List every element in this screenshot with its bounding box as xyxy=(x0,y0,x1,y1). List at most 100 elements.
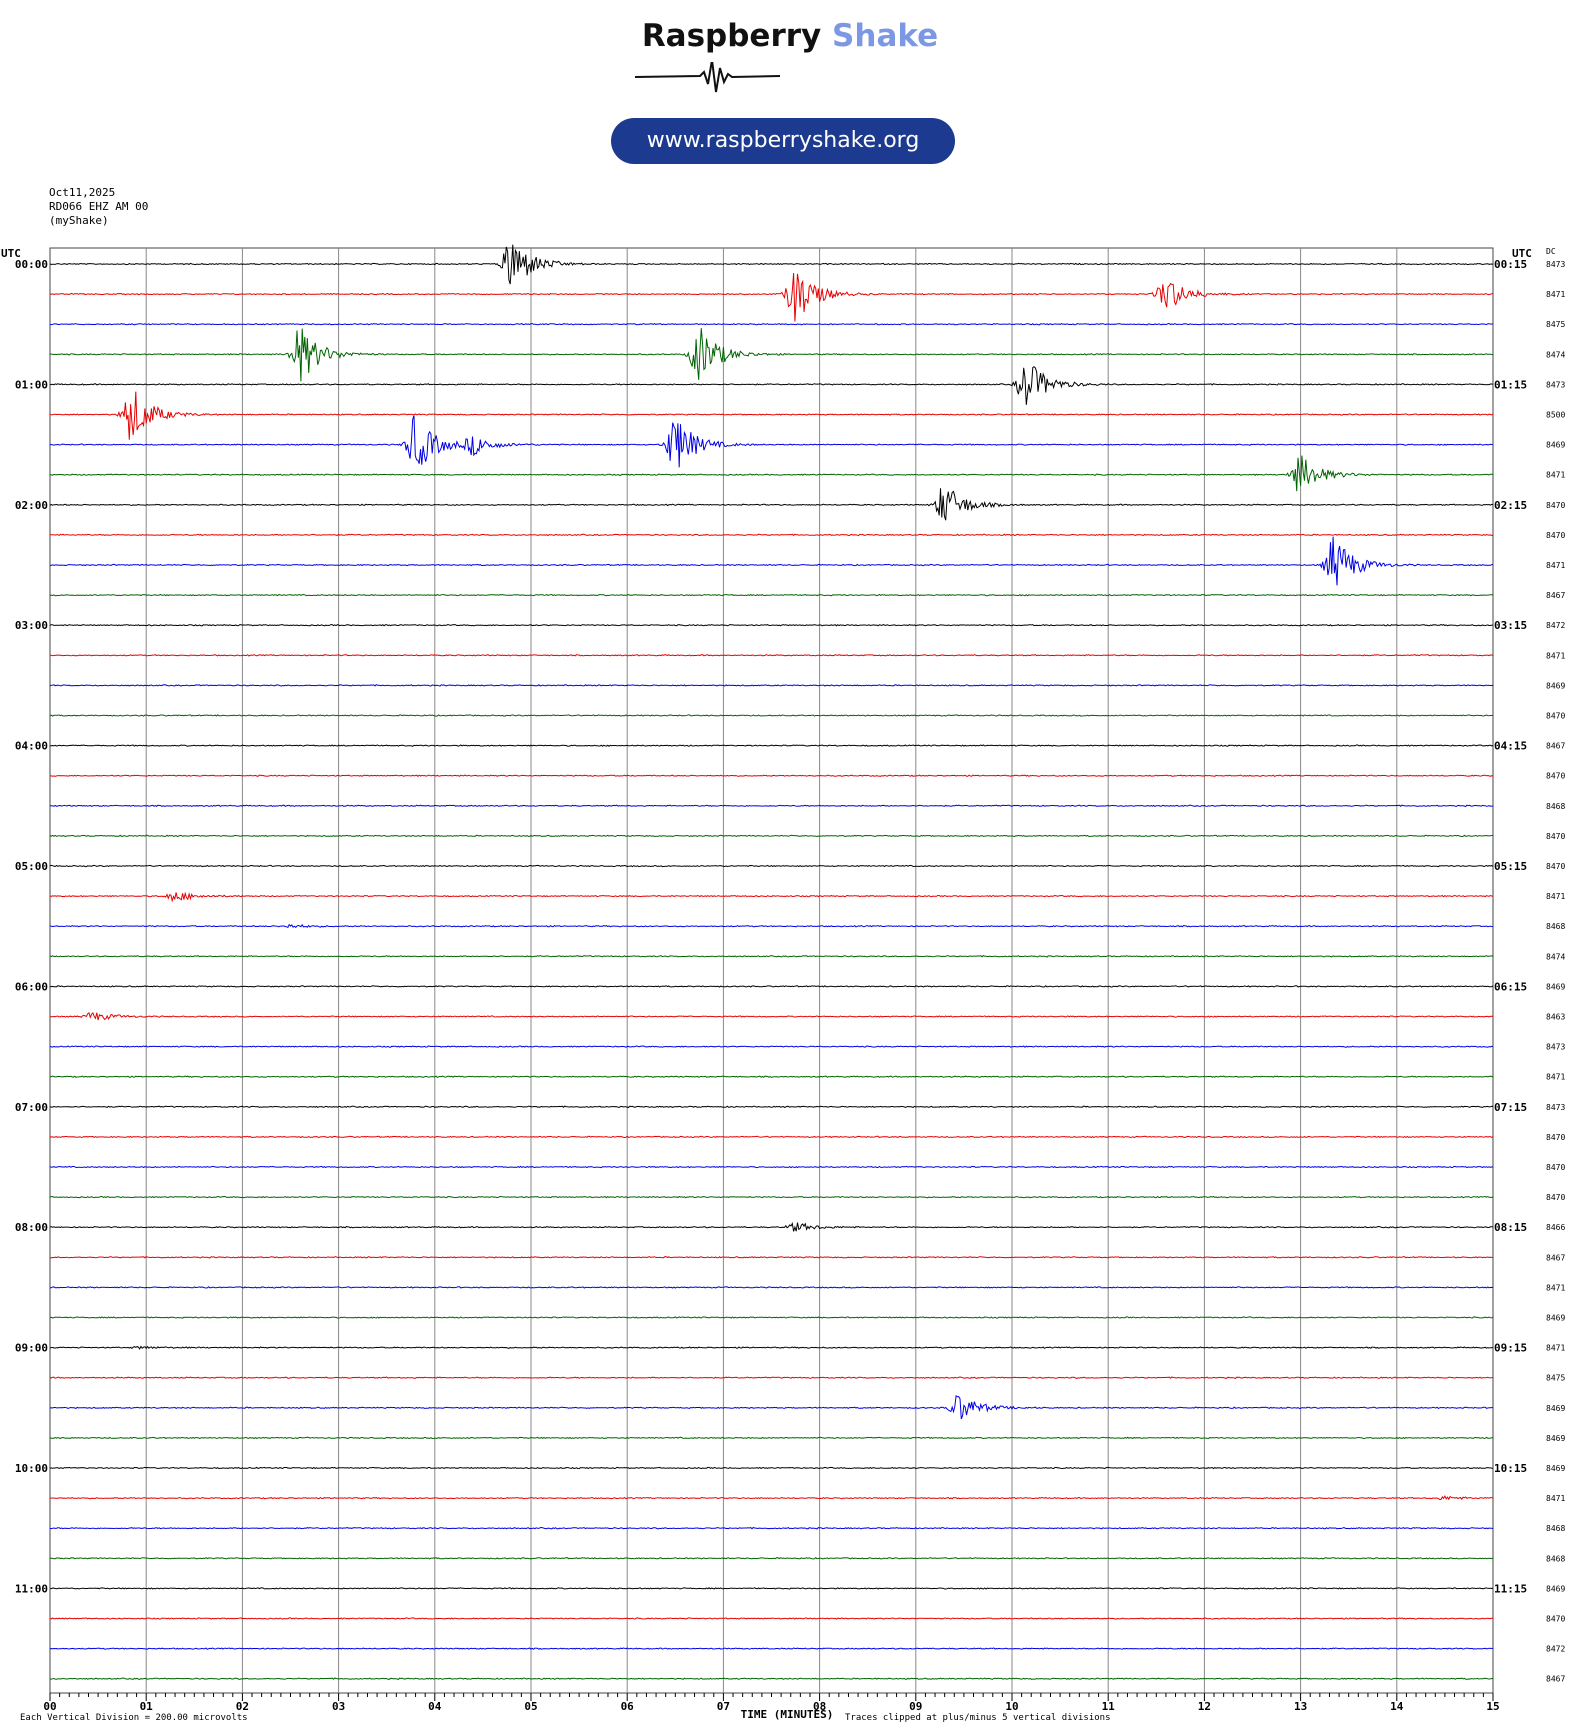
station-code: RD066 EHZ AM 00 xyxy=(49,200,149,213)
trace-line xyxy=(49,593,1494,597)
dc-offset-label: 8472 xyxy=(1546,621,1565,630)
trace-line xyxy=(49,891,1494,903)
dc-offset-label: 8471 xyxy=(1546,1073,1565,1082)
trace-line xyxy=(49,1647,1494,1650)
brand-name: Raspberry Shake xyxy=(600,18,980,54)
trace-line xyxy=(49,272,1494,322)
trace-line xyxy=(49,244,1494,285)
left-time-label: 06:00 xyxy=(15,980,48,993)
trace-line xyxy=(49,864,1494,868)
trace-line xyxy=(49,1526,1494,1530)
dc-offset-label: 8470 xyxy=(1546,772,1565,781)
x-tick-label: 01 xyxy=(140,1700,154,1713)
trace-line xyxy=(50,1495,1494,1501)
trace-line xyxy=(49,654,1494,657)
dc-offset-label: 8470 xyxy=(1546,501,1565,510)
trace-line xyxy=(49,1105,1494,1109)
dc-offset-label: 8468 xyxy=(1546,1554,1565,1563)
x-tick-label: 05 xyxy=(524,1700,537,1713)
left-time-label: 01:00 xyxy=(15,378,48,391)
left-time-label: 11:00 xyxy=(15,1582,48,1595)
trace-line xyxy=(49,1677,1494,1680)
dc-offset-label: 8471 xyxy=(1546,651,1565,660)
dc-offset-label: 8469 xyxy=(1546,1404,1565,1413)
dc-offset-label: 8473 xyxy=(1546,260,1565,269)
trace-line xyxy=(49,1221,1494,1232)
dc-offset-label: 8470 xyxy=(1546,832,1565,841)
trace-line xyxy=(49,744,1494,747)
trace-line xyxy=(49,1286,1494,1289)
trace-line xyxy=(49,1587,1494,1590)
dc-offset-label: 8473 xyxy=(1546,380,1565,389)
dc-offset-label: 8472 xyxy=(1546,1645,1565,1654)
grid xyxy=(49,247,1494,1701)
right-time-label: 10:15 xyxy=(1494,1462,1527,1475)
x-tick-label: 08 xyxy=(813,1700,826,1713)
dc-offset-label: 8468 xyxy=(1546,922,1565,931)
dc-offset-label: 8469 xyxy=(1546,982,1565,991)
dc-offset-label: 8473 xyxy=(1546,1043,1565,1052)
dc-offset-label: 8470 xyxy=(1546,1133,1565,1142)
x-axis-title: TIME (MINUTES) xyxy=(741,1708,834,1721)
website-link[interactable]: www.raspberryshake.org xyxy=(611,118,955,164)
trace-line xyxy=(49,714,1494,717)
left-time-label: 04:00 xyxy=(15,740,48,753)
dc-offset-label: 8471 xyxy=(1546,290,1565,299)
left-time-label: 03:00 xyxy=(15,619,48,632)
trace-line xyxy=(50,774,1494,778)
trace-line xyxy=(49,1011,1494,1021)
trace-line xyxy=(49,1345,1494,1350)
x-tick-label: 00 xyxy=(43,1700,56,1713)
trace-line xyxy=(49,1376,1494,1379)
dc-offset-label: 8470 xyxy=(1546,1193,1565,1202)
dc-offset-label: 8470 xyxy=(1546,862,1565,871)
dc-offset-label: 8463 xyxy=(1546,1013,1565,1022)
left-time-label: 08:00 xyxy=(15,1221,48,1234)
trace-line xyxy=(50,533,1494,537)
dc-offset-label: 8474 xyxy=(1546,350,1565,359)
trace-line xyxy=(49,1557,1494,1560)
x-tick-label: 14 xyxy=(1390,1700,1404,1713)
dc-offset-label: 8471 xyxy=(1546,892,1565,901)
x-tick-label: 06 xyxy=(621,1700,635,1713)
trace-line xyxy=(49,684,1494,687)
network-name: (myShake) xyxy=(49,214,109,227)
right-time-label: 11:15 xyxy=(1494,1582,1527,1595)
right-time-label: 07:15 xyxy=(1494,1101,1527,1114)
dc-offset-label: 8469 xyxy=(1546,681,1565,690)
right-time-label: 03:15 xyxy=(1494,619,1527,632)
trace-line xyxy=(49,366,1494,405)
dc-offset-label: 8469 xyxy=(1546,1464,1565,1473)
trace-line xyxy=(49,322,1493,326)
dc-offset-label: 8475 xyxy=(1546,1374,1565,1383)
right-time-label: 09:15 xyxy=(1494,1342,1527,1355)
right-time-label: 00:15 xyxy=(1494,258,1527,271)
trace-line xyxy=(49,1165,1494,1169)
x-tick-label: 02 xyxy=(236,1700,249,1713)
x-tick-label: 03 xyxy=(332,1700,345,1713)
trace-line xyxy=(49,1436,1494,1440)
raspberry-shake-logo: Raspberry Shake www.raspberryshake.org xyxy=(600,18,980,168)
trace-line xyxy=(50,985,1494,988)
trace-line xyxy=(49,1617,1494,1620)
axis-labels: UTC UTC DC 00:00 01:00 02:00 03:00 04:00 05:00 06… xyxy=(1,247,1565,1723)
right-time-label: 08:15 xyxy=(1494,1221,1527,1234)
x-tick-label: 12 xyxy=(1198,1700,1211,1713)
dc-offset-label: 8466 xyxy=(1546,1223,1565,1232)
dc-offset-label: 8470 xyxy=(1546,712,1565,721)
dc-offset-label: 8475 xyxy=(1546,320,1565,329)
right-time-label: 02:15 xyxy=(1494,499,1527,512)
dc-offset-label: 8471 xyxy=(1546,561,1565,570)
x-tick-label: 07 xyxy=(717,1700,730,1713)
left-time-label: 10:00 xyxy=(15,1462,48,1475)
trace-line xyxy=(49,415,1494,468)
trace-line xyxy=(49,1395,1493,1420)
trace-line xyxy=(49,1316,1494,1319)
trace-line xyxy=(50,804,1493,808)
right-utc-label: UTC xyxy=(1512,247,1532,260)
dc-offset-label: 8468 xyxy=(1546,1524,1565,1533)
x-tick-label: 11 xyxy=(1102,1700,1116,1713)
brand-part-2: Shake xyxy=(832,18,939,54)
trace-line xyxy=(49,391,1494,440)
left-time-label: 02:00 xyxy=(15,499,48,512)
